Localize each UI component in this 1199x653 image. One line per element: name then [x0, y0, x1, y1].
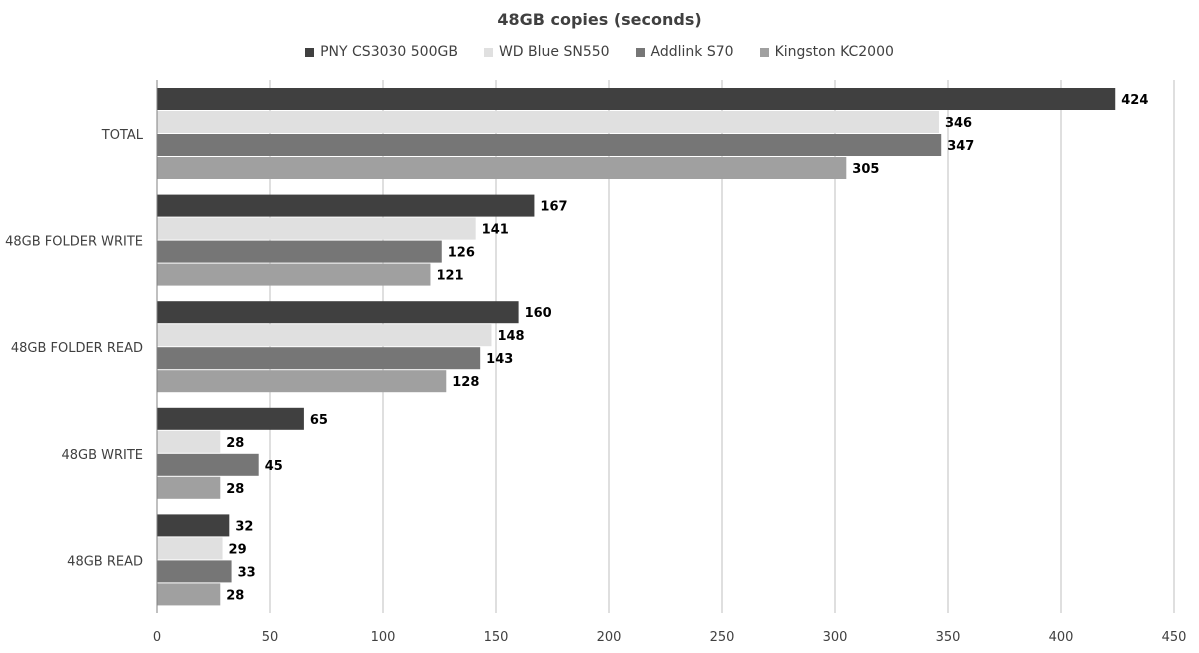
data-label: 28 — [226, 436, 244, 451]
data-label: 346 — [945, 116, 972, 131]
data-label: 29 — [229, 542, 247, 557]
data-label: 32 — [235, 519, 253, 534]
legend-label: Addlink S70 — [650, 44, 734, 60]
data-label: 126 — [448, 246, 475, 261]
bar — [157, 347, 481, 370]
x-tick-label: 100 — [371, 630, 396, 645]
data-label: 424 — [1121, 93, 1148, 108]
bar — [157, 407, 304, 430]
category-label: 48GB WRITE — [61, 448, 143, 463]
legend-item: PNY CS3030 500GB — [305, 44, 458, 60]
legend-item: Addlink S70 — [635, 44, 734, 60]
x-tick-label: 200 — [597, 630, 622, 645]
legend: PNY CS3030 500GB WD Blue SN550 Addlink S70… — [0, 44, 1199, 60]
data-label: 28 — [226, 588, 244, 603]
category-label: 48GB FOLDER WRITE — [5, 235, 143, 250]
data-label: 45 — [265, 459, 283, 474]
x-tick-label: 50 — [262, 630, 279, 645]
data-label: 167 — [540, 200, 567, 215]
x-tick-label: 0 — [153, 630, 161, 645]
x-tick-label: 450 — [1162, 630, 1187, 645]
x-tick-label: 400 — [1049, 630, 1074, 645]
legend-swatch — [635, 47, 645, 57]
bar — [157, 430, 221, 453]
data-label: 143 — [486, 352, 513, 367]
data-label: 128 — [452, 375, 479, 390]
bar — [157, 157, 847, 179]
data-label: 347 — [947, 139, 974, 154]
x-tick-label: 350 — [936, 630, 961, 645]
data-label: 33 — [238, 565, 256, 580]
data-label: 141 — [482, 223, 509, 238]
bar — [157, 370, 447, 393]
x-tick-label: 250 — [710, 630, 735, 645]
legend-label: Kingston KC2000 — [774, 44, 894, 60]
chart-title: 48GB copies (seconds) — [497, 10, 702, 29]
bar — [157, 217, 476, 240]
legend-item: WD Blue SN550 — [483, 44, 610, 60]
x-tick-label: 150 — [484, 630, 509, 645]
legend-swatch — [759, 47, 769, 57]
bar — [157, 134, 942, 156]
legend-label: PNY CS3030 500GB — [320, 44, 458, 60]
bar — [157, 324, 492, 347]
bar — [157, 240, 442, 263]
x-tick-label: 300 — [823, 630, 848, 645]
legend-item: Kingston KC2000 — [759, 44, 894, 60]
data-label: 305 — [852, 162, 879, 177]
category-label: 48GB READ — [67, 554, 143, 569]
data-label: 121 — [436, 269, 463, 284]
bar — [157, 88, 1116, 110]
legend-swatch — [305, 47, 315, 57]
category-label: 48GB FOLDER READ — [11, 341, 143, 356]
bar — [157, 476, 221, 499]
bar — [157, 560, 232, 583]
bar — [157, 453, 259, 476]
legend-swatch — [483, 47, 493, 57]
bar — [157, 301, 519, 324]
bar — [157, 111, 939, 133]
legend-label: WD Blue SN550 — [498, 44, 610, 60]
bar — [157, 583, 221, 606]
category-label: TOTAL — [101, 128, 144, 143]
bar — [157, 263, 431, 286]
bar — [157, 537, 223, 560]
data-label: 148 — [497, 329, 524, 344]
data-label: 28 — [226, 482, 244, 497]
bar — [157, 514, 230, 537]
bar — [157, 194, 535, 217]
data-label: 160 — [525, 306, 552, 321]
data-label: 65 — [310, 413, 328, 428]
